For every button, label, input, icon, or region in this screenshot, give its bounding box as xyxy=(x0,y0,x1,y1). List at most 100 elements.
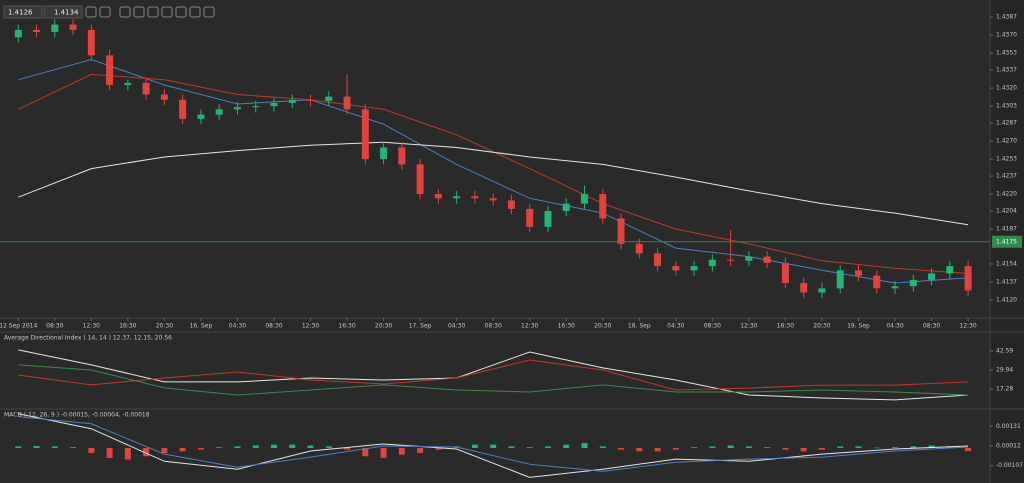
candle-body xyxy=(800,283,808,293)
indicator-line xyxy=(18,364,969,396)
histogram-bar xyxy=(581,443,588,448)
y-tick-label: 29.94 xyxy=(996,366,1013,373)
candle-body xyxy=(928,273,936,280)
histogram-bar xyxy=(544,446,551,448)
last-price-box xyxy=(992,235,1022,248)
y-tick-label: 1.4320 xyxy=(996,85,1017,92)
x-tick-label: 04:30 xyxy=(448,323,465,330)
candle-body xyxy=(672,266,680,271)
candle-body xyxy=(142,82,150,95)
histogram-bar xyxy=(161,447,168,453)
bid-box[interactable] xyxy=(3,5,43,19)
histogram-bar xyxy=(691,447,698,448)
indicator-line xyxy=(18,73,969,274)
y-tick-label: 1.4287 xyxy=(996,120,1017,127)
candle-body xyxy=(727,259,735,261)
candle-body xyxy=(544,211,552,227)
candle-body xyxy=(507,200,515,209)
histogram-bar xyxy=(618,447,625,450)
histogram-bar xyxy=(33,446,40,448)
x-tick-label: 12:30 xyxy=(740,323,757,330)
histogram-bar xyxy=(270,444,277,448)
settings-button[interactable] xyxy=(203,6,215,18)
candle-body xyxy=(307,99,315,101)
candle-body xyxy=(654,253,662,267)
histogram-bar xyxy=(289,444,296,448)
histogram-bar xyxy=(307,445,314,448)
x-tick-label: 12:30 xyxy=(302,323,319,330)
histogram-bar xyxy=(837,446,844,448)
indicator-line xyxy=(18,349,969,401)
candle-body xyxy=(416,164,424,195)
candle-body xyxy=(690,266,698,271)
y-tick-label: 1.4387 xyxy=(996,14,1017,21)
panel-title: Average Directional Index ( 14, 14 ) 12.… xyxy=(4,335,172,342)
histogram-bar xyxy=(818,447,825,450)
ask-box[interactable] xyxy=(43,5,83,19)
candle-body xyxy=(836,270,844,289)
candle-body xyxy=(581,194,589,204)
candle-body xyxy=(106,55,114,85)
y-tick-label: 1.4337 xyxy=(996,67,1017,74)
x-tick-label: 20:30 xyxy=(375,323,392,330)
candle-body xyxy=(526,208,534,227)
indicator-line xyxy=(18,141,969,226)
x-tick-label: 04:30 xyxy=(667,323,684,330)
zoom-in-button[interactable] xyxy=(85,6,97,18)
candle-body xyxy=(599,194,607,219)
candle-body xyxy=(361,109,369,160)
candle-body xyxy=(69,24,77,30)
candle-body xyxy=(781,262,789,284)
histogram-bar xyxy=(965,447,972,451)
drawing-button[interactable] xyxy=(161,6,173,18)
y-tick-label: -0.00107 xyxy=(996,462,1023,469)
y-tick-label: 1.4187 xyxy=(996,226,1017,233)
histogram-bar xyxy=(216,447,223,448)
indicator-button[interactable] xyxy=(147,6,159,18)
save-button[interactable] xyxy=(189,6,201,18)
histogram-bar xyxy=(599,446,606,448)
y-tick-label: 1.4353 xyxy=(996,50,1017,57)
candle-body xyxy=(398,147,406,165)
histogram-bar xyxy=(88,447,95,453)
candle-body xyxy=(325,96,333,101)
template-button[interactable] xyxy=(175,6,187,18)
candle-body xyxy=(14,29,22,38)
candle-body xyxy=(763,256,771,263)
histogram-bar xyxy=(563,444,570,448)
last-price-label: 1.4175 xyxy=(996,239,1017,246)
x-tick-label: 12:30 xyxy=(521,323,538,330)
histogram-bar xyxy=(417,447,424,453)
candle-body xyxy=(124,82,132,85)
x-tick-label: 19. Sep xyxy=(847,323,870,330)
candle-body xyxy=(873,275,881,289)
x-tick-label: 08:30 xyxy=(485,323,502,330)
x-tick-label: 16:30 xyxy=(338,323,355,330)
timeframe-button[interactable] xyxy=(119,6,131,18)
y-tick-label: 0.00012 xyxy=(996,443,1021,450)
chart-type-button[interactable] xyxy=(133,6,145,18)
histogram-bar xyxy=(873,447,880,449)
histogram-bar xyxy=(508,446,515,448)
histogram-bar xyxy=(855,446,862,448)
candle-body xyxy=(818,288,826,293)
histogram-bar xyxy=(380,447,387,458)
histogram-bar xyxy=(234,446,241,448)
y-tick-label: 1.4237 xyxy=(996,173,1017,180)
candle-body xyxy=(233,107,241,110)
candle-body xyxy=(270,102,278,107)
histogram-bar xyxy=(15,446,22,448)
histogram-bar xyxy=(398,447,405,455)
x-tick-label: 16:30 xyxy=(777,323,794,330)
zoom-out-button[interactable] xyxy=(99,6,111,18)
x-tick-label: 17. Sep xyxy=(409,323,432,330)
y-tick-label: 0.00131 xyxy=(996,423,1021,430)
ask-price: 1.4134 xyxy=(54,9,79,17)
y-tick-label: 1.4120 xyxy=(996,296,1017,303)
y-tick-label: 42.59 xyxy=(996,347,1013,354)
candle-body xyxy=(964,266,972,291)
indicator-line xyxy=(18,359,969,391)
candle-body xyxy=(745,256,753,261)
